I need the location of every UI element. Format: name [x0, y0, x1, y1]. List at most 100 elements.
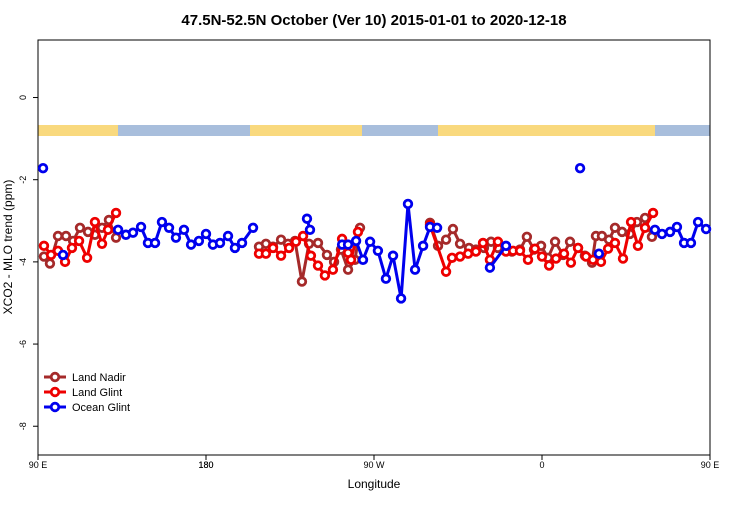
y-tick-label: -6 [18, 340, 28, 348]
point [352, 226, 364, 238]
point [477, 237, 489, 249]
point [342, 239, 354, 250]
land-ocean-strip [38, 125, 710, 136]
point [304, 224, 316, 236]
legend-marker [49, 371, 61, 383]
point [543, 260, 555, 271]
point [178, 224, 190, 236]
x-tick-label: 90 E [29, 460, 48, 470]
point [364, 236, 376, 247]
point [417, 240, 429, 252]
legend-marker [49, 386, 61, 398]
point [664, 226, 676, 238]
point [387, 250, 399, 261]
point [671, 221, 683, 233]
point [342, 264, 354, 275]
point [625, 216, 637, 228]
point [372, 245, 384, 256]
point [647, 207, 659, 219]
legend-label: Land Nadir [72, 372, 126, 384]
y-tick-label: -4 [18, 258, 28, 266]
point [296, 276, 308, 287]
point [380, 273, 392, 284]
point [522, 254, 534, 266]
point [267, 242, 279, 254]
point [60, 230, 72, 242]
point [112, 224, 124, 236]
point [110, 207, 122, 219]
x-axis-label: Longitude [348, 477, 401, 491]
point [229, 242, 241, 254]
point [275, 250, 287, 261]
point [345, 254, 357, 266]
legend-item: Land Nadir [44, 371, 126, 384]
point [96, 238, 108, 250]
point [616, 226, 628, 238]
legend-item: Land Glint [44, 386, 122, 399]
point [247, 222, 259, 233]
point [163, 222, 175, 233]
point [283, 242, 295, 254]
point [454, 238, 466, 250]
point [193, 235, 205, 247]
point [81, 252, 93, 263]
x-tick-label: 90 E [701, 460, 720, 470]
point [572, 242, 584, 254]
point [514, 245, 526, 256]
point [440, 266, 452, 277]
y-axis-label: XCO2 - MLO trend (ppm) [1, 180, 15, 315]
point [127, 227, 139, 238]
y-tick-label: -2 [18, 176, 28, 184]
point [135, 221, 147, 233]
point [44, 258, 56, 269]
point [222, 230, 234, 242]
point [564, 236, 576, 247]
point [260, 248, 272, 259]
point [500, 240, 512, 252]
x-tick-label: 180 [198, 460, 213, 470]
point [327, 264, 339, 275]
point [609, 237, 621, 249]
y-tick-label: -8 [18, 422, 28, 430]
point [700, 223, 712, 235]
point [529, 243, 541, 254]
point [446, 252, 458, 263]
point [38, 240, 50, 252]
point [550, 253, 562, 264]
point [692, 216, 704, 228]
y-tick-label: 0 [18, 95, 28, 100]
x-tick-label: 180 [198, 460, 213, 470]
point [484, 262, 496, 273]
point [312, 237, 324, 249]
point [595, 256, 607, 268]
legend-item: Ocean Glint [44, 401, 130, 414]
point [639, 222, 651, 233]
point [602, 243, 614, 254]
point [200, 228, 212, 240]
point [395, 293, 407, 304]
point [66, 242, 78, 254]
point [431, 222, 443, 233]
x-tick-label: 0 [539, 460, 544, 470]
point [558, 248, 570, 259]
point [57, 249, 69, 261]
point [305, 250, 317, 261]
point [297, 230, 309, 242]
point [236, 237, 248, 249]
point [447, 223, 459, 235]
point [574, 162, 586, 174]
point [462, 248, 474, 259]
point [402, 198, 414, 210]
point [321, 249, 333, 261]
chart-title: 47.5N-52.5N October (Ver 10) 2015-01-01 … [181, 12, 566, 29]
point [312, 260, 324, 271]
point [156, 216, 168, 228]
point [649, 224, 661, 236]
point [357, 254, 369, 266]
point [440, 234, 452, 245]
point [656, 228, 668, 240]
point [521, 231, 533, 243]
point [492, 236, 504, 247]
point [185, 239, 197, 250]
